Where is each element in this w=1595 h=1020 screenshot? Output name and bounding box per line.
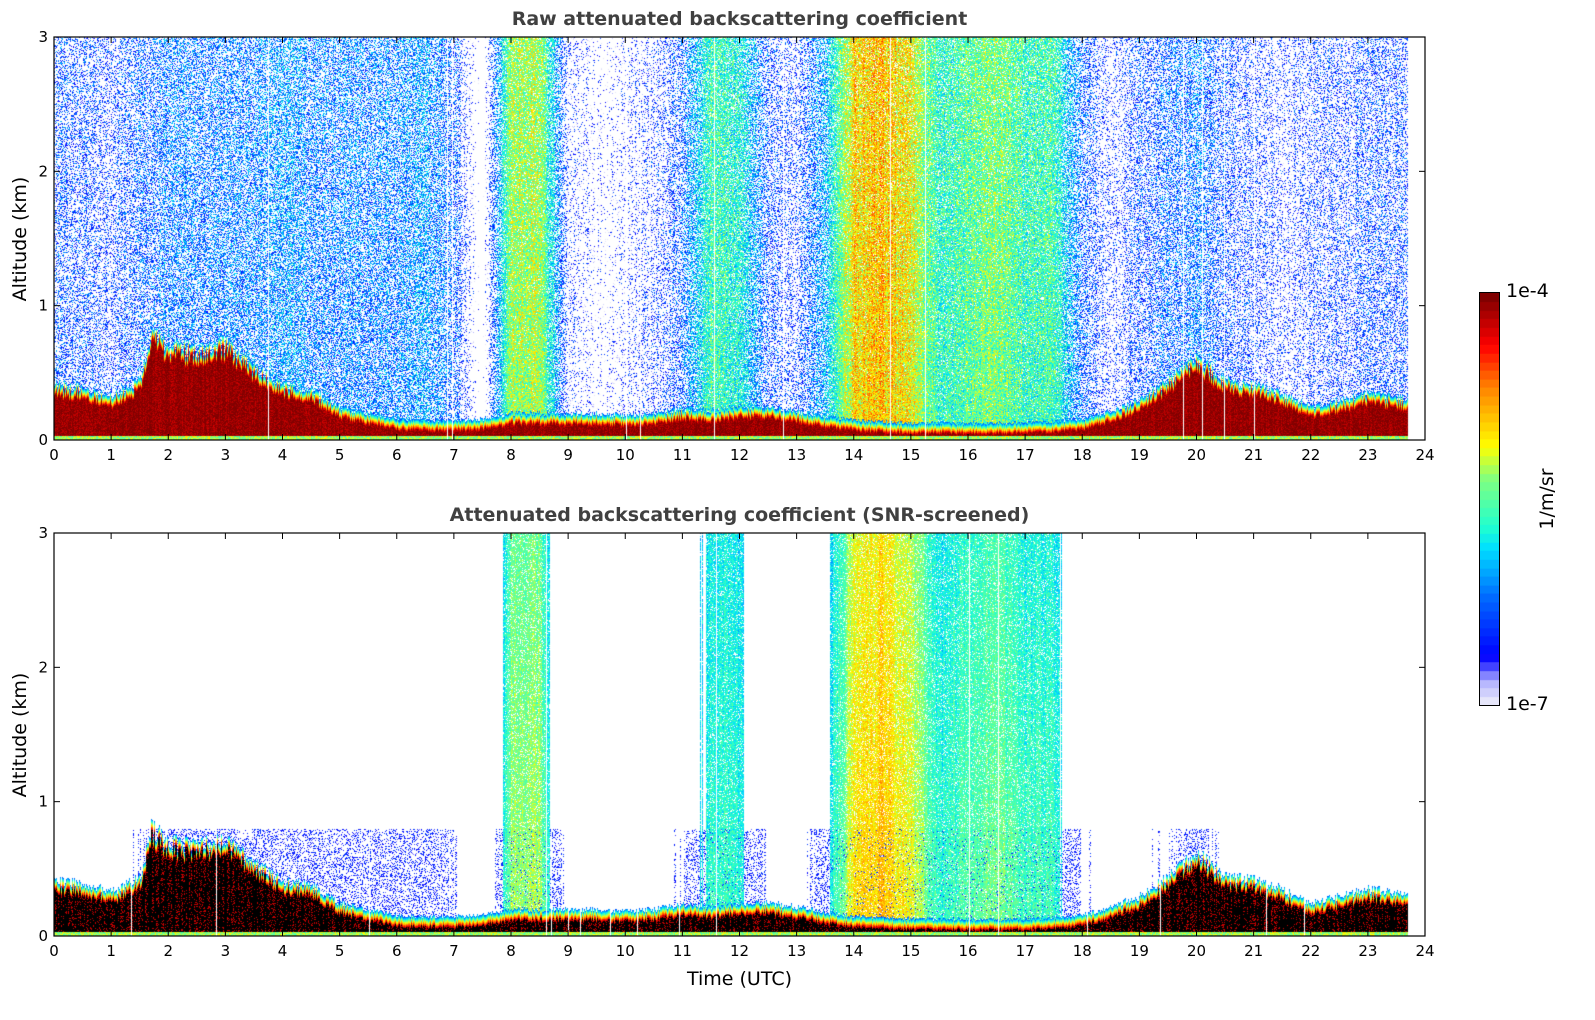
- axes-frame: [53, 532, 1426, 937]
- x-tick-label: 0: [49, 942, 59, 960]
- x-tick-label: 22: [1301, 942, 1320, 960]
- y-tick-label: 1: [38, 297, 48, 315]
- x-tick-label: 17: [1016, 942, 1035, 960]
- x-tick-label: 15: [901, 942, 920, 960]
- axes-screened: 0 1 2 3 4 5 6 7 8 9 10 11 12 13 14 15 16 17 18 19 20 21 22 23 24…: [38, 524, 1434, 960]
- x-tick-label: 3: [221, 942, 231, 960]
- x-tick-label: 0: [49, 446, 59, 464]
- x-tick-label: 5: [335, 942, 345, 960]
- x-tick-label: 23: [1358, 446, 1377, 464]
- x-tick-label: 12: [730, 942, 749, 960]
- x-tick-label: 10: [616, 446, 635, 464]
- x-tick-label: 24: [1415, 446, 1434, 464]
- x-tick-label: 4: [278, 942, 288, 960]
- colorbar-unit-label: 1/m/sr: [1536, 468, 1558, 530]
- x-tick-label: 1: [106, 446, 116, 464]
- x-tick-label: 16: [958, 446, 977, 464]
- x-tick-label: 12: [730, 446, 749, 464]
- x-tick-label: 13: [787, 446, 806, 464]
- x-tick-label: 16: [958, 942, 977, 960]
- y-tick-label: 2: [38, 162, 48, 180]
- x-tick-label: 8: [506, 446, 516, 464]
- colorbar: [1479, 292, 1500, 706]
- x-tick-label: 2: [163, 942, 173, 960]
- y-axis-label-screened: Altitude (km): [9, 672, 31, 798]
- x-tick-label: 8: [506, 942, 516, 960]
- colorbar-max-label: 1e-4: [1506, 280, 1549, 302]
- x-tick-label: 20: [1187, 446, 1206, 464]
- x-tick-label: 2: [163, 446, 173, 464]
- y-tick-label: 3: [38, 524, 48, 542]
- x-tick-label: 11: [673, 446, 692, 464]
- x-tick-label: 5: [335, 446, 345, 464]
- x-tick-label: 20: [1187, 942, 1206, 960]
- x-tick-label: 14: [844, 942, 863, 960]
- x-tick-label: 14: [844, 446, 863, 464]
- x-tick-label: 7: [449, 446, 459, 464]
- y-tick-label: 3: [38, 28, 48, 46]
- x-tick-label: 22: [1301, 446, 1320, 464]
- y-tick-label: 2: [38, 658, 48, 676]
- x-tick-label: 19: [1130, 942, 1149, 960]
- plot-screened: 0 1 2 3 4 5 6 7 8 9 10 11 12 13 14 15 16 17 18 19 20 21 22 23 24…: [38, 524, 1434, 960]
- y-tick-label: 0: [38, 927, 48, 945]
- x-tick-label: 1: [106, 942, 116, 960]
- x-tick-label: 9: [563, 942, 573, 960]
- chart-title-raw: Raw attenuated backscattering coefficien…: [511, 8, 968, 30]
- x-tick-label: 18: [1073, 446, 1092, 464]
- heatmap-screened: [54, 533, 1425, 936]
- y-tick-label: 1: [38, 793, 48, 811]
- x-tick-label: 23: [1358, 942, 1377, 960]
- x-tick-label: 19: [1130, 446, 1149, 464]
- x-tick-label: 6: [392, 942, 402, 960]
- x-tick-label: 21: [1244, 942, 1263, 960]
- plot-raw: 0 1 2 3 4 5 6 7 8 9 10 11 12 13 14 15 16 17 18 19 20 21 22 23 24…: [38, 28, 1434, 464]
- colorbar-min-label: 1e-7: [1506, 693, 1549, 715]
- x-tick-label: 13: [787, 942, 806, 960]
- x-tick-label: 7: [449, 942, 459, 960]
- x-tick-label: 17: [1016, 446, 1035, 464]
- y-tick-label: 0: [38, 431, 48, 449]
- chart-title-screened: Attenuated backscattering coefficient (S…: [449, 504, 1030, 526]
- x-tick-label: 21: [1244, 446, 1263, 464]
- axes-frame: [53, 36, 1426, 441]
- y-axis-label-raw: Altitude (km): [9, 176, 31, 302]
- heatmap-raw: [54, 37, 1425, 440]
- x-tick-label: 24: [1415, 942, 1434, 960]
- x-tick-label: 18: [1073, 942, 1092, 960]
- x-tick-label: 15: [901, 446, 920, 464]
- x-tick-label: 3: [221, 446, 231, 464]
- x-tick-label: 11: [673, 942, 692, 960]
- x-tick-label: 9: [563, 446, 573, 464]
- x-tick-label: 6: [392, 446, 402, 464]
- x-tick-label: 4: [278, 446, 288, 464]
- axes-raw: 0 1 2 3 4 5 6 7 8 9 10 11 12 13 14 15 16 17 18 19 20 21 22 23 24…: [38, 28, 1434, 464]
- x-tick-label: 10: [616, 942, 635, 960]
- x-axis-label: Time (UTC): [686, 968, 793, 990]
